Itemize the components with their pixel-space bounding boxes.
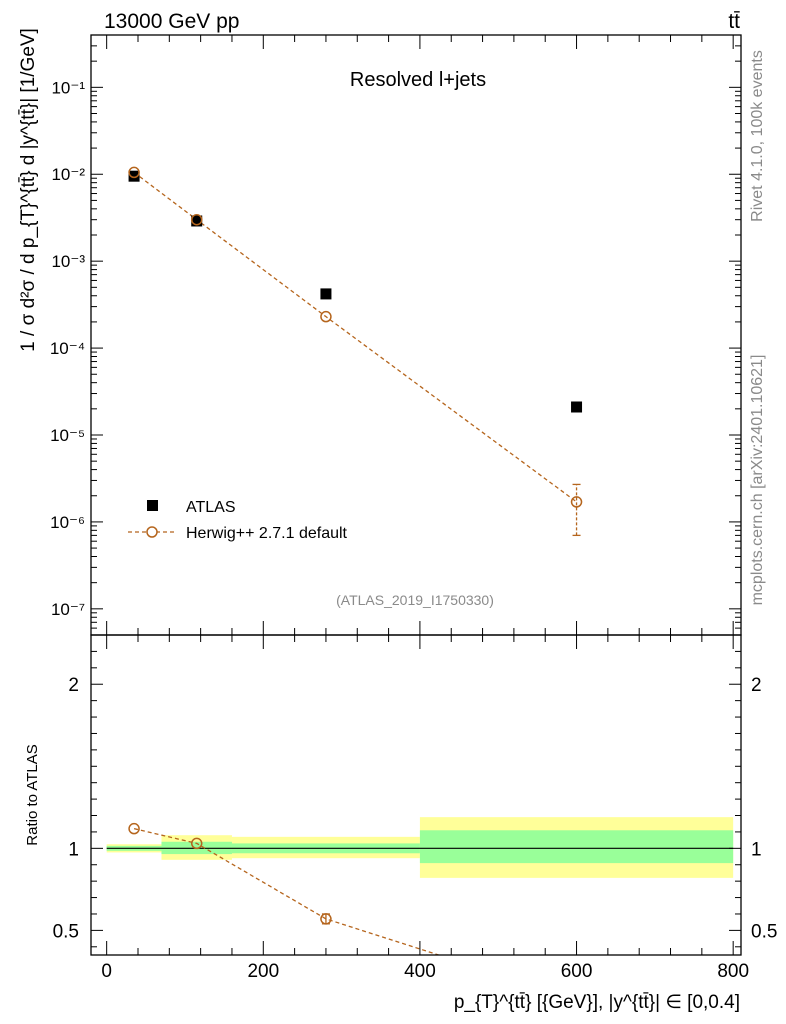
main-y-tick-label: 10⁻²	[51, 165, 85, 184]
main-y-tick-label: 10⁻¹	[51, 78, 85, 97]
main-y-tick-label: 10⁻⁶	[50, 513, 85, 532]
legend-herwig-marker	[146, 526, 158, 538]
main-y-tick-label: 10⁻⁵	[50, 426, 85, 445]
ratio-herwig-point	[190, 837, 203, 850]
main-y-tick-label: 10⁻⁴	[50, 339, 85, 358]
x-tick-label: 200	[247, 961, 279, 982]
x-axis-label: p_{T}^{tt̄} [{GeV}], |y^{tt̄}| ∈ [0,0.4]	[454, 992, 740, 1013]
header-right: tt̄	[728, 10, 740, 33]
legend-atlas-marker	[147, 500, 158, 511]
legend: ATLAS Herwig++ 2.7.1 default	[128, 499, 348, 542]
ratio-panel-bands	[106, 817, 734, 878]
ratio-panel-data	[128, 822, 441, 955]
ratio-y-tick-label-right: 0.5	[751, 921, 777, 942]
herwig-line	[133, 171, 577, 503]
legend-atlas-label: ATLAS	[186, 499, 236, 516]
rivet-label: Rivet 4.1.0, 100k events	[749, 50, 766, 222]
herwig-point	[190, 213, 203, 226]
main-y-tick-label: 10⁻³	[51, 252, 85, 271]
main-watermark: (ATLAS_2019_I1750330)	[336, 592, 494, 608]
ratio-panel-frame	[90, 634, 742, 956]
header-left: 13000 GeV pp	[104, 10, 239, 33]
ratio-y-tick-label-right: 2	[751, 675, 762, 696]
ratio-herwig-point	[320, 913, 332, 925]
herwig-point	[570, 496, 583, 508]
ratio-y-axis-label: Ratio to ATLAS	[24, 744, 41, 845]
ratio-panel-ticks: 0.5 0.5 1 1 2 2 0 200 400 600 800	[53, 635, 777, 982]
x-tick-label: 400	[404, 961, 436, 982]
atlas-point	[128, 170, 140, 182]
legend-herwig-label: Herwig++ 2.7.1 default	[186, 525, 348, 542]
main-panel-data	[128, 166, 583, 537]
main-panel-ticks: 10⁻⁷ 10⁻⁶ 10⁻⁵ 10⁻⁴ 10⁻³ 10⁻² 10⁻¹	[50, 34, 741, 636]
herwig-point	[128, 166, 140, 179]
atlas-point	[191, 215, 203, 227]
ratio-herwig-point	[128, 822, 140, 835]
atlas-point	[571, 401, 583, 413]
main-panel-frame	[90, 34, 742, 636]
x-tick-label: 800	[717, 961, 749, 982]
ratio-y-tick-label-left: 0.5	[53, 921, 79, 942]
atlas-point	[320, 288, 332, 300]
ratio-band-green	[419, 830, 734, 864]
ratio-y-tick-label-left: 2	[68, 675, 79, 696]
x-tick-label: 0	[101, 961, 112, 982]
main-title: Resolved l+jets	[350, 69, 486, 91]
main-y-tick-label: 10⁻⁷	[51, 600, 85, 619]
mcplots-label: mcplots.cern.ch [arXiv:2401.10621]	[749, 355, 766, 606]
x-tick-label: 600	[561, 961, 593, 982]
herwig-point	[320, 310, 332, 323]
ratio-y-tick-label-right: 1	[751, 839, 762, 860]
main-y-axis-label: 1 / σ d²σ / d p_{T}^{tt̄} d |y^{tt̄}| [1…	[18, 28, 39, 352]
ratio-y-tick-label-left: 1	[68, 839, 79, 860]
